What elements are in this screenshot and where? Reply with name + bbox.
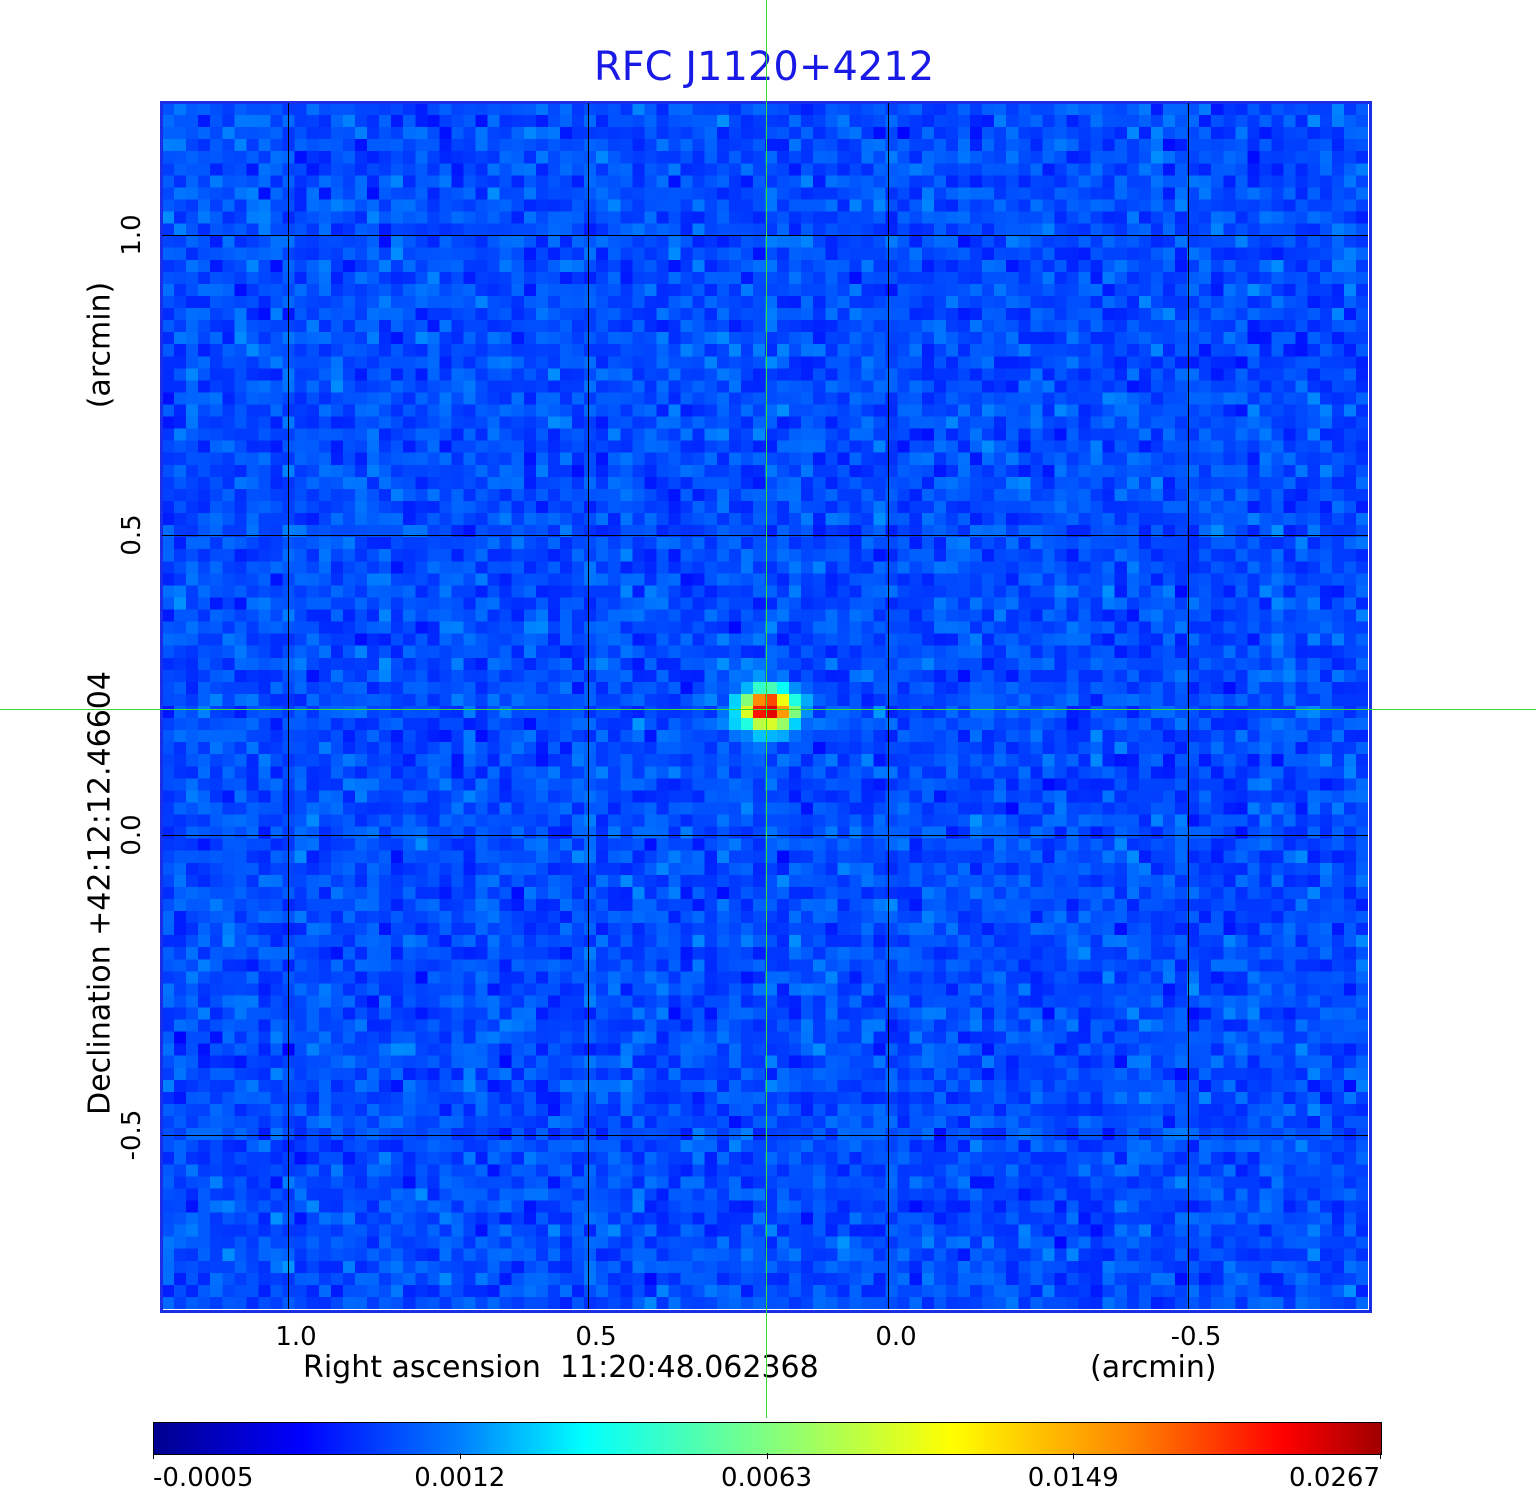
y-tick-label: 0.0 [117,814,147,856]
y-tick-label: -0.5 [117,1109,147,1161]
x-tick-label: 0.0 [875,1322,917,1352]
y-tick-label: 1.0 [117,214,147,256]
grid-line-y [162,535,1368,536]
x-axis-unit: (arcmin) [1090,1350,1217,1385]
x-tick-label: 1.0 [275,1322,317,1352]
grid-line-y [162,835,1368,836]
grid-line-y [162,1135,1368,1136]
x-tick-label: -0.5 [1170,1322,1222,1352]
colorbar-tick [153,1453,154,1459]
grid-line-x [888,103,889,1309]
x-tick-label: 0.5 [575,1322,617,1352]
colorbar-tick [1380,1453,1381,1459]
colorbar-tick [1073,1453,1075,1459]
grid-line-x [288,103,289,1309]
grid-line-y [162,235,1368,236]
colorbar-tick [766,1453,768,1459]
chart-title: RFC J1120+4212 [593,44,935,90]
y-axis-label: Declination +42:12:12.46604 [82,671,118,1115]
colorbar-tick-label: 0.0012 [414,1463,506,1493]
grid-line-x [1188,103,1189,1309]
colorbar-tick-label: 0.0149 [1027,1463,1119,1493]
y-axis-unit: (arcmin) [82,281,118,409]
colorbar-tick [459,1453,461,1459]
colorbar-tick-label: -0.0005 [153,1463,254,1493]
colorbar-tick-label: 0.0063 [721,1463,812,1493]
image-heatmap[interactable] [162,103,1368,1309]
colorbar [153,1422,1382,1455]
crosshair-horizontal [0,709,1536,710]
grid-line-x [588,103,589,1309]
y-tick-label: 0.5 [117,514,147,556]
colorbar-tick-label: 0.0267 [1289,1463,1380,1493]
x-axis-label: Right ascension 11:20:48.062368 [303,1350,819,1385]
